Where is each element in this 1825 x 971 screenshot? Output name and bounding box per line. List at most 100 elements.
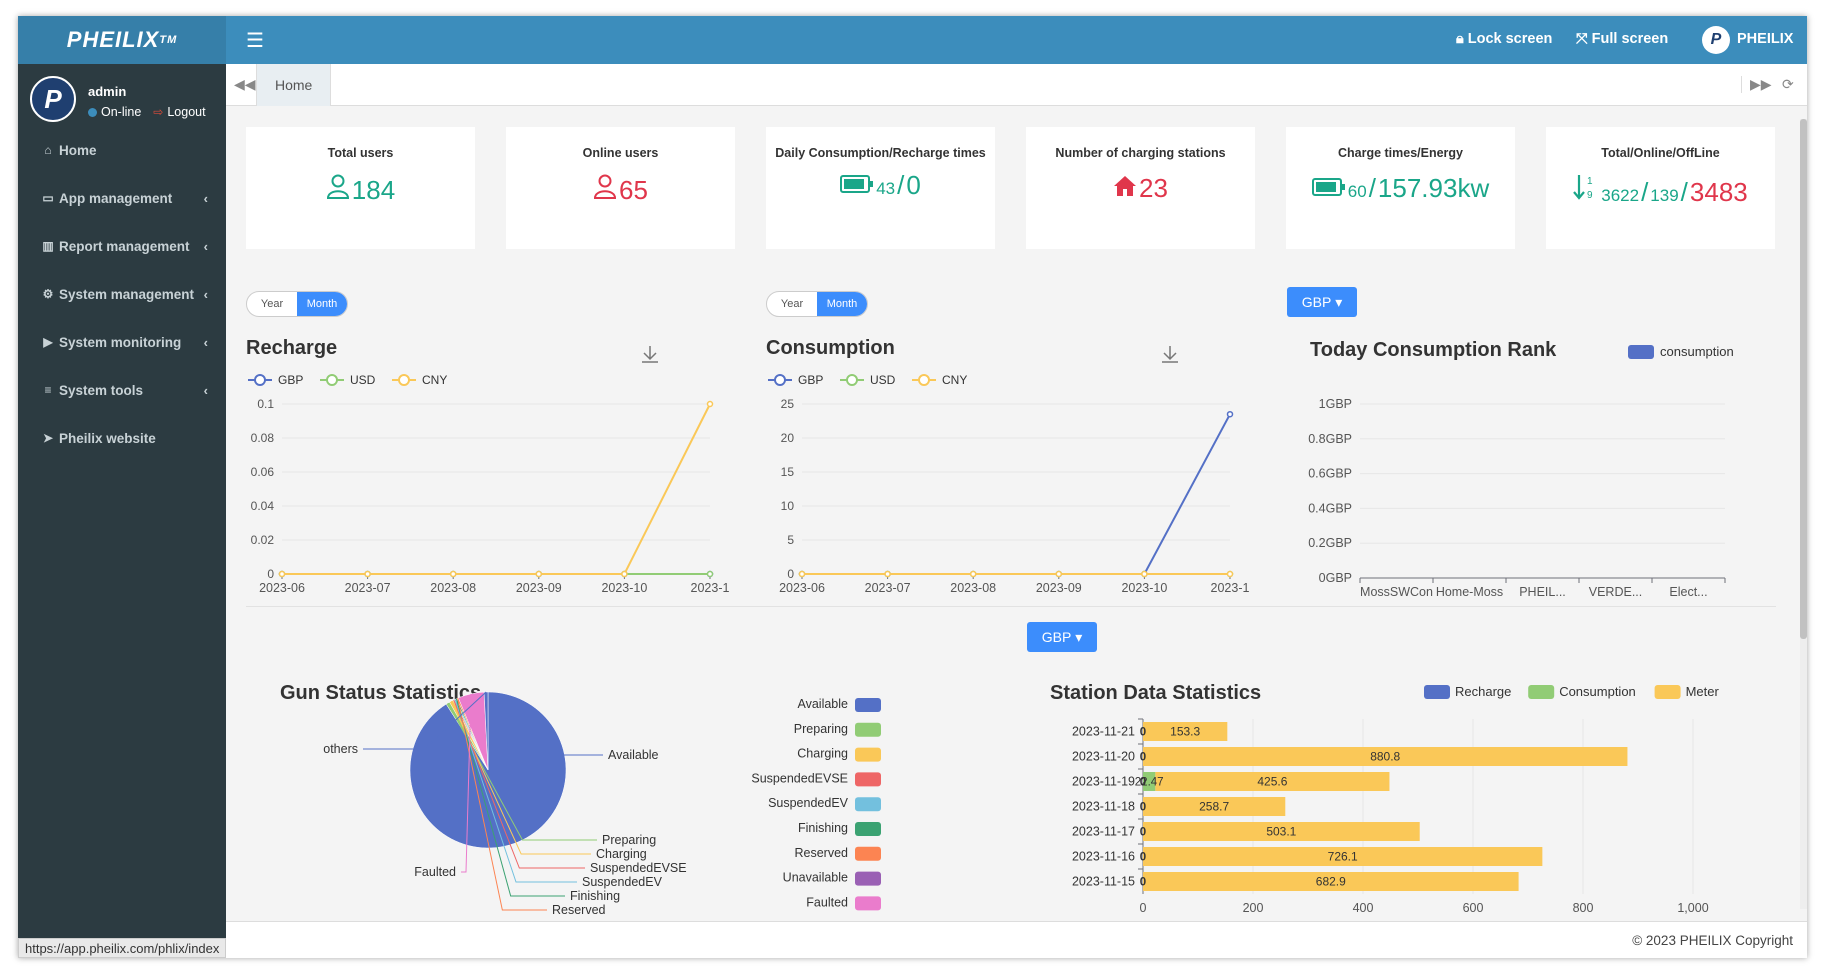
logout-icon[interactable]: ⇨: [153, 105, 164, 119]
legend-swatch-preparing: [855, 722, 881, 737]
bar-label-recharge: 0: [1140, 727, 1146, 739]
x-tick-label: PHEIL...: [1519, 585, 1566, 596]
legend-swatch-unavailable: [855, 871, 881, 886]
scrollbar-thumb[interactable]: [1800, 119, 1807, 639]
sidebar-item-system-management[interactable]: ⚙ System management ‹: [18, 270, 226, 318]
pie-label-faulted: Faulted: [414, 865, 456, 879]
stat-title: Number of charging stations: [1055, 146, 1226, 160]
x-tick-label: 800: [1573, 901, 1594, 915]
rank-currency-dropdown[interactable]: GBP ▾: [1287, 287, 1357, 317]
battery-icon: [840, 175, 874, 193]
legend-swatch-charging: [855, 747, 881, 762]
pie-leader-available: [509, 754, 603, 846]
sidebar-item-pheilix-website[interactable]: ➤ Pheilix website: [18, 414, 226, 462]
sidebar-item-system-monitoring[interactable]: ▶ System monitoring ‹: [18, 318, 226, 366]
logout-link[interactable]: Logout: [167, 105, 206, 119]
brand-name[interactable]: PHEILIX: [1737, 31, 1794, 47]
data-point-cny: [1141, 570, 1148, 578]
y-tick-label: 5: [787, 533, 794, 547]
bar-meter-2023-11-18: [1143, 797, 1286, 816]
recharge-chart: Recharge GBP USD CNY 0 0.02 0.04 0.06 0.08 0.1 202…: [246, 337, 730, 595]
bar-meter-2023-11-21: [1143, 722, 1228, 741]
toggle-year[interactable]: Year: [260, 298, 284, 310]
video-camera-icon: ▶: [43, 335, 53, 349]
pie-label-suspendedevse: SuspendedEVSE: [590, 861, 687, 875]
x-tick-label: MossSWCon: [1360, 585, 1433, 596]
lock-screen-button[interactable]: 🔒︎ Lock screen: [1456, 31, 1552, 47]
lock-screen-label: Lock screen: [1467, 31, 1553, 47]
sidebar-item-label: System monitoring: [59, 334, 182, 350]
x-tick-label: 2023-07: [865, 581, 911, 595]
stat-sep: /: [1641, 177, 1649, 207]
tab-bar: ◀◀ Home ▶▶ ⟳: [226, 64, 1807, 106]
legend-unavailable: Unavailable: [783, 871, 848, 885]
chevron-left-icon: ‹: [203, 286, 208, 302]
scroll-right-icon[interactable]: ▶▶: [1741, 76, 1772, 93]
station-currency-dropdown[interactable]: GBP ▾: [1027, 622, 1097, 652]
sidebar-item-label: Home: [59, 142, 97, 158]
legend-swatch-meter: [1654, 685, 1681, 699]
stat-card-charge-energy: Charge times/Energy 60/157.93kw: [1286, 127, 1515, 249]
data-point-cny: [969, 570, 977, 578]
legend-swatch-available: [855, 698, 881, 712]
menu-toggle-icon[interactable]: ☰: [246, 30, 264, 52]
chart-title: Today Consumption Rank: [1310, 339, 1557, 361]
bar-label-meter: 425.6: [1257, 775, 1287, 789]
pie-leader-others: [363, 691, 487, 750]
chevron-left-icon: ‹: [203, 238, 208, 254]
refresh-icon[interactable]: ⟳: [1782, 76, 1794, 92]
bar-label-meter: 726.1: [1328, 850, 1358, 864]
legend-consumption: Consumption: [1559, 684, 1636, 699]
full-screen-button[interactable]: ⤧ Full screen: [1576, 31, 1668, 47]
home-icon: [1114, 176, 1137, 196]
bar-label-meter: 880.8: [1370, 750, 1400, 764]
x-tick-label: Elect...: [1669, 585, 1707, 596]
section-divider: [246, 606, 1776, 607]
paper-plane-icon: ➤: [42, 431, 54, 445]
y-tick-label: 2023-11-21: [1072, 725, 1135, 739]
y-tick-label: 2023-11-19: [1072, 775, 1135, 789]
toggle-month[interactable]: Month: [817, 292, 867, 316]
legend-suspendedevse: SuspendedEVSE: [751, 771, 848, 785]
x-tick-label: Home-Moss: [1436, 585, 1503, 596]
y-tick-label: 0.06: [251, 465, 275, 479]
pie-label-charging: Charging: [596, 847, 647, 861]
page-scrollbar[interactable]: [1800, 119, 1807, 909]
x-tick-label: 600: [1463, 901, 1484, 915]
sidebar-item-system-tools[interactable]: ≡ System tools ‹: [18, 366, 226, 414]
y-tick-label: 0.4GBP: [1308, 501, 1352, 515]
sidebar-item-app-management[interactable]: ▭ App management ‹: [18, 174, 226, 222]
brand-avatar[interactable]: P: [1702, 26, 1730, 54]
stat-title: Total users: [327, 146, 394, 160]
bar-chart-icon: ▥: [42, 239, 54, 253]
y-tick-label: 0.02: [251, 533, 275, 547]
toggle-month[interactable]: Month: [297, 292, 347, 316]
scroll-left-icon[interactable]: ◀◀: [234, 76, 256, 92]
x-tick-label: 200: [1243, 901, 1264, 915]
bar-label-consumption: 22.47: [1135, 777, 1164, 789]
stat-value-a: 60: [1347, 182, 1367, 201]
sidebar-item-home[interactable]: ⌂ Home: [18, 126, 226, 174]
sidebar: PHEILIX TM P admin On-line ⇨ Logout ⌂ Home…: [18, 16, 226, 958]
y-tick-label: 0.6GBP: [1308, 467, 1352, 481]
gun-status-chart: Gun Status StatisticsAvailablePreparingC…: [280, 682, 881, 926]
tab-home[interactable]: Home: [256, 64, 332, 106]
bar-label-recharge: 0: [1140, 827, 1146, 839]
download-icon[interactable]: [1162, 346, 1178, 363]
user-icon: [326, 174, 349, 199]
stat-value: 65: [619, 175, 648, 205]
legend-swatch: [1628, 345, 1654, 359]
logo[interactable]: PHEILIX TM: [18, 16, 226, 64]
sidebar-item-report-management[interactable]: ▥ Report management ‹: [18, 222, 226, 270]
x-tick-label: 2023-1: [691, 581, 730, 595]
desktop-icon: ▭: [42, 191, 54, 205]
toggle-year[interactable]: Year: [780, 298, 804, 310]
stat-title: Charge times/Energy: [1337, 146, 1464, 160]
y-tick-label: 0GBP: [1319, 571, 1352, 585]
download-icon[interactable]: [642, 346, 658, 363]
y-tick-label: 2023-11-18: [1072, 800, 1135, 814]
data-point-cny: [278, 570, 286, 578]
legend-swatch-finishing: [855, 822, 881, 836]
x-tick-label: 2023-09: [1036, 581, 1082, 595]
